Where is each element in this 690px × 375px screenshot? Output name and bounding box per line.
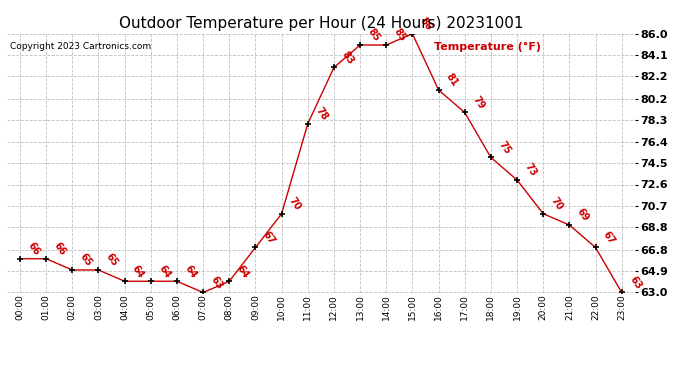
- Text: 64: 64: [183, 263, 199, 280]
- Text: 63: 63: [627, 274, 643, 291]
- Text: 66: 66: [26, 241, 41, 257]
- Text: 64: 64: [157, 263, 172, 280]
- Text: 65: 65: [104, 252, 120, 268]
- Text: 67: 67: [601, 230, 617, 246]
- Text: 70: 70: [549, 196, 564, 212]
- Text: 66: 66: [52, 241, 68, 257]
- Text: 81: 81: [444, 72, 460, 88]
- Text: 83: 83: [339, 49, 355, 66]
- Text: 65: 65: [78, 252, 94, 268]
- Text: 85: 85: [392, 27, 408, 44]
- Text: 64: 64: [235, 263, 250, 280]
- Text: 67: 67: [261, 230, 277, 246]
- Text: Copyright 2023 Cartronics.com: Copyright 2023 Cartronics.com: [10, 42, 151, 51]
- Text: 79: 79: [471, 94, 486, 111]
- Text: 86: 86: [418, 15, 434, 32]
- Text: 70: 70: [287, 196, 303, 212]
- Text: Temperature (°F): Temperature (°F): [434, 42, 541, 52]
- Text: 69: 69: [575, 207, 591, 224]
- Text: 85: 85: [366, 27, 382, 44]
- Text: 78: 78: [313, 105, 329, 122]
- Text: 73: 73: [522, 162, 539, 178]
- Text: 63: 63: [208, 274, 225, 291]
- Title: Outdoor Temperature per Hour (24 Hours) 20231001: Outdoor Temperature per Hour (24 Hours) …: [119, 16, 523, 31]
- Text: 64: 64: [130, 263, 146, 280]
- Text: 75: 75: [497, 140, 513, 156]
